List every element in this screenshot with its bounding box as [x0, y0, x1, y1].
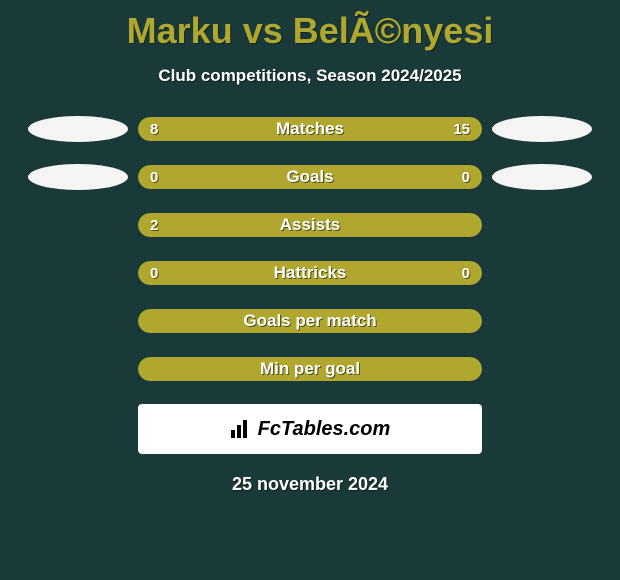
right-oval	[492, 116, 592, 142]
stat-label: Hattricks	[138, 261, 482, 285]
stat-row: Goals per match	[0, 308, 620, 334]
left-oval	[28, 164, 128, 190]
right-side	[482, 164, 602, 190]
right-side	[482, 116, 602, 142]
stat-row: Min per goal	[0, 356, 620, 382]
stat-row: Matches8 15	[0, 116, 620, 142]
stat-value-left: 0	[150, 261, 158, 285]
stat-label: Goals per match	[138, 309, 482, 333]
stat-label: Goals	[138, 165, 482, 189]
stat-bar: Hattricks0 0	[138, 261, 482, 285]
right-oval	[492, 164, 592, 190]
stat-row: Assists2	[0, 212, 620, 238]
stat-row: Hattricks0 0	[0, 260, 620, 286]
subtitle: Club competitions, Season 2024/2025	[0, 66, 620, 86]
stat-bar: Goals per match	[138, 309, 482, 333]
stat-bar: Matches8 15	[138, 117, 482, 141]
stat-value-left: 2	[150, 213, 158, 237]
left-side	[18, 164, 138, 190]
stat-label: Matches	[138, 117, 482, 141]
left-side	[18, 116, 138, 142]
source-badge: FcTables.com	[138, 404, 482, 454]
stat-value-left: 8	[150, 117, 158, 141]
stat-value-right: 0	[462, 165, 470, 189]
stat-label: Assists	[138, 213, 482, 237]
stats-container: Matches815Goals00Assists2Hattricks00Goal…	[0, 116, 620, 382]
stat-row: Goals0 0	[0, 164, 620, 190]
date-label: 25 november 2024	[0, 474, 620, 495]
stat-value-right: 15	[453, 117, 470, 141]
stat-value-left: 0	[150, 165, 158, 189]
bars-icon	[230, 420, 252, 438]
stat-label: Min per goal	[138, 357, 482, 381]
source-text: FcTables.com	[258, 418, 391, 441]
left-oval	[28, 116, 128, 142]
page-title: Marku vs BelÃ©nyesi	[0, 0, 620, 52]
stat-bar: Min per goal	[138, 357, 482, 381]
stat-value-right: 0	[462, 261, 470, 285]
stat-bar: Goals0 0	[138, 165, 482, 189]
stat-bar: Assists2	[138, 213, 482, 237]
